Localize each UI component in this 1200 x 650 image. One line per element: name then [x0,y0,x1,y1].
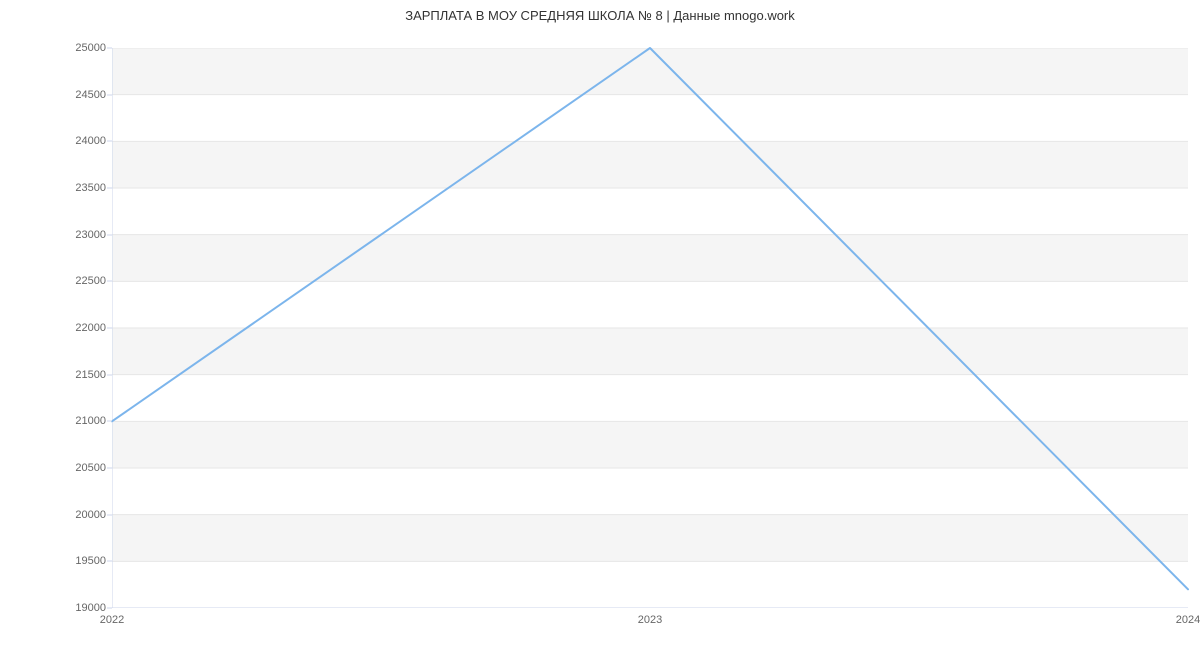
y-axis-tick [107,234,112,235]
y-axis-tick [107,468,112,469]
x-axis-label: 2024 [1176,608,1200,626]
y-axis-tick [107,141,112,142]
plot-area: 1900019500200002050021000215002200022500… [112,48,1188,608]
y-axis-tick [107,94,112,95]
y-axis-tick [107,421,112,422]
x-axis-label: 2022 [100,608,124,626]
chart-title: ЗАРПЛАТА В МОУ СРЕДНЯЯ ШКОЛА № 8 | Данны… [0,8,1200,23]
y-axis-tick [107,328,112,329]
y-axis-tick [107,281,112,282]
y-axis-tick [107,514,112,515]
line-chart: ЗАРПЛАТА В МОУ СРЕДНЯЯ ШКОЛА № 8 | Данны… [0,0,1200,650]
y-axis-tick [107,374,112,375]
y-axis-tick [107,48,112,49]
y-axis-tick [107,188,112,189]
y-axis-tick [107,561,112,562]
data-line [112,48,1188,608]
x-axis-label: 2023 [638,608,662,626]
